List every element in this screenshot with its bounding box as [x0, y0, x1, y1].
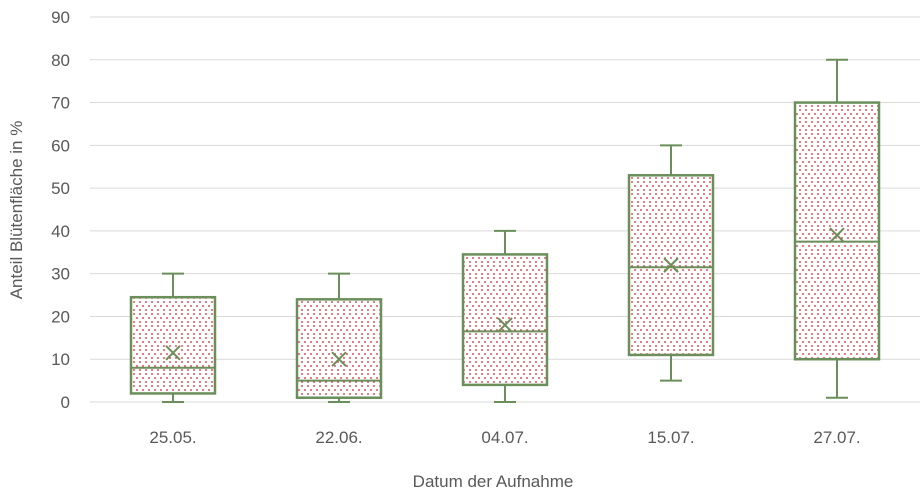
x-tick-label: 27.07.: [813, 428, 860, 447]
x-tick-label: 25.05.: [149, 428, 196, 447]
y-tick-label: 20: [51, 307, 70, 326]
box-group: [795, 60, 879, 398]
y-tick-label: 10: [51, 350, 70, 369]
box-group: [463, 231, 547, 402]
y-tick-label: 40: [51, 222, 70, 241]
x-tick-label: 22.06.: [315, 428, 362, 447]
x-tick-label: 15.07.: [647, 428, 694, 447]
x-axis-title: Datum der Aufnahme: [413, 472, 574, 491]
box: [131, 297, 215, 393]
x-tick-label: 04.07.: [481, 428, 528, 447]
box-group: [297, 274, 381, 402]
y-tick-label: 50: [51, 179, 70, 198]
box: [297, 299, 381, 397]
y-tick-label: 70: [51, 94, 70, 113]
box-group: [131, 274, 215, 402]
box: [795, 103, 879, 360]
y-tick-label: 60: [51, 136, 70, 155]
y-axis-title: Anteil Blütenfläche in %: [7, 121, 26, 300]
y-axis-ticks: 0 10 20 30 40 50 60 70 80 90: [51, 8, 70, 412]
y-tick-label: 90: [51, 8, 70, 27]
x-axis-ticks: 25.05. 22.06. 04.07. 15.07. 27.07.: [149, 428, 860, 447]
box-group: [629, 145, 713, 380]
y-tick-label: 80: [51, 51, 70, 70]
y-tick-label: 0: [61, 393, 70, 412]
box: [463, 254, 547, 384]
y-tick-label: 30: [51, 265, 70, 284]
